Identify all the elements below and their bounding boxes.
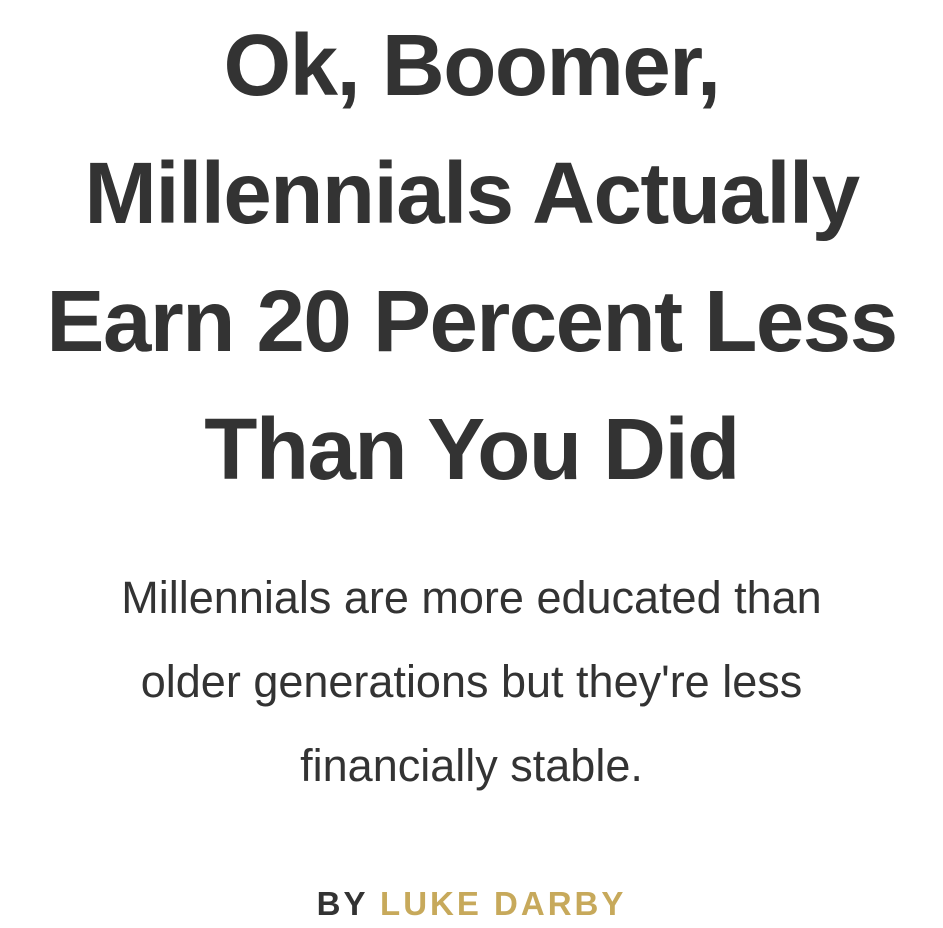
byline-prefix: BY	[316, 885, 368, 922]
headline-line: Earn 20 Percent Less	[46, 273, 898, 370]
headline-line: Ok, Boomer,	[223, 17, 721, 114]
author-link[interactable]: LUKE DARBY	[380, 885, 627, 922]
dek-line: financially stable.	[300, 740, 643, 791]
headline-line: Millennials Actually	[84, 145, 860, 242]
byline: BY LUKE DARBY	[0, 884, 943, 924]
dek-line: older generations but they're less	[140, 656, 803, 707]
dek-line: Millennials are more educated than	[121, 572, 822, 623]
article-dek: Millennials are more educated than older…	[0, 556, 943, 808]
headline-line: Than You Did	[204, 401, 740, 498]
article-headline: Ok, Boomer, Millennials Actually Earn 20…	[46, 17, 898, 498]
